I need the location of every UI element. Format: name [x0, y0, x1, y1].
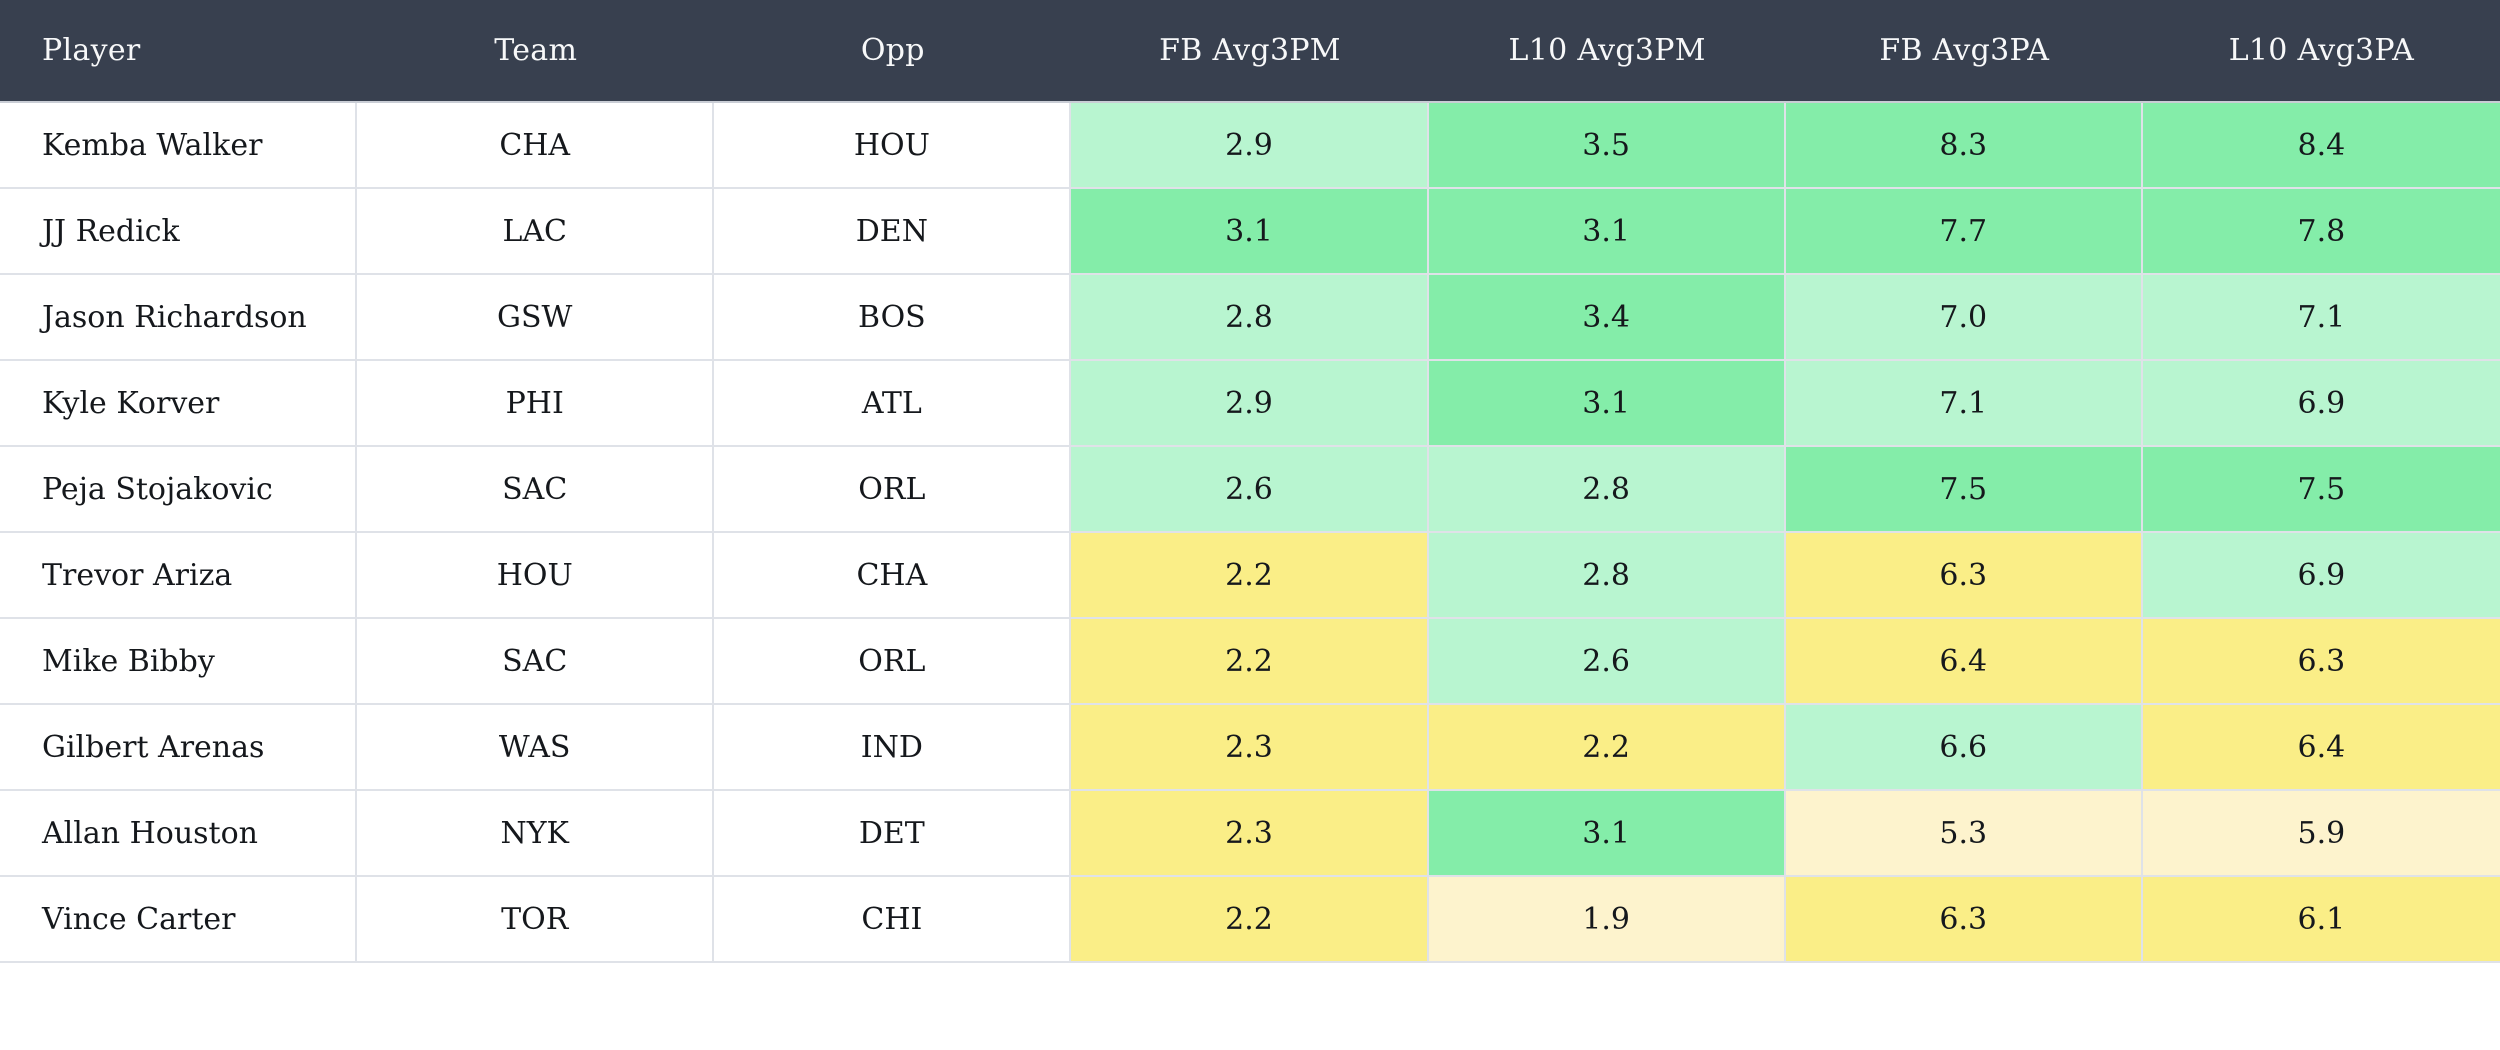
stat-cell-l10-avg3pa: 8.4: [2142, 103, 2500, 189]
player-cell: JJ Redick: [0, 189, 358, 275]
opp-cell: ORL: [714, 447, 1072, 533]
stat-cell-fb-avg3pa: 6.3: [1785, 877, 2143, 963]
team-cell: NYK: [357, 791, 715, 877]
stat-cell-fb-avg3pm: 2.2: [1071, 619, 1429, 705]
table-row: Vince Carter TOR CHI 2.2 1.9 6.3 6.1: [0, 877, 2500, 963]
stat-cell-l10-avg3pm: 3.1: [1428, 361, 1786, 447]
stat-cell-fb-avg3pm: 2.6: [1071, 447, 1429, 533]
opp-cell: CHI: [714, 877, 1072, 963]
opp-cell: ATL: [714, 361, 1072, 447]
stat-cell-fb-avg3pm: 2.2: [1071, 533, 1429, 619]
stat-cell-l10-avg3pa: 6.9: [2142, 533, 2500, 619]
team-cell: SAC: [357, 447, 715, 533]
column-header-l10-avg3pm[interactable]: L10 Avg3PM: [1508, 33, 1706, 68]
player-cell: Peja Stojakovic: [0, 447, 358, 533]
table-body: Kemba Walker CHA HOU 2.9 3.5 8.3 8.4 JJ Redick L…: [0, 103, 2500, 963]
opp-cell: ORL: [714, 619, 1072, 705]
stat-cell-l10-avg3pa: 5.9: [2142, 791, 2500, 877]
table-row: Jason Richardson GSW BOS 2.8 3.4 7.0 7.1: [0, 275, 2500, 361]
table-row: Trevor Ariza HOU CHA 2.2 2.8 6.3 6.9: [0, 533, 2500, 619]
stat-cell-fb-avg3pm: 3.1: [1071, 189, 1429, 275]
table-row: Gilbert Arenas WAS IND 2.3 2.2 6.6 6.4: [0, 705, 2500, 791]
stat-cell-fb-avg3pm: 2.3: [1071, 791, 1429, 877]
opp-cell: HOU: [714, 103, 1072, 189]
player-stats-table: Player Team Opp FB Avg3PM L10 Avg3PM FB Avg3P…: [0, 0, 2500, 963]
stat-cell-l10-avg3pm: 3.1: [1428, 189, 1786, 275]
stat-cell-fb-avg3pm: 2.3: [1071, 705, 1429, 791]
player-cell: Trevor Ariza: [0, 533, 358, 619]
stat-cell-l10-avg3pa: 7.5: [2142, 447, 2500, 533]
stat-cell-fb-avg3pm: 2.8: [1071, 275, 1429, 361]
stat-cell-l10-avg3pa: 7.8: [2142, 189, 2500, 275]
team-cell: TOR: [357, 877, 715, 963]
stat-cell-fb-avg3pa: 8.3: [1785, 103, 2143, 189]
player-cell: Allan Houston: [0, 791, 358, 877]
opp-cell: BOS: [714, 275, 1072, 361]
stat-cell-fb-avg3pa: 7.5: [1785, 447, 2143, 533]
column-header-opp[interactable]: Opp: [860, 33, 925, 68]
table-row: Peja Stojakovic SAC ORL 2.6 2.8 7.5 7.5: [0, 447, 2500, 533]
opp-cell: DEN: [714, 189, 1072, 275]
stat-cell-fb-avg3pa: 6.6: [1785, 705, 2143, 791]
stat-cell-l10-avg3pm: 2.8: [1428, 447, 1786, 533]
team-cell: LAC: [357, 189, 715, 275]
column-header-player[interactable]: Player: [42, 33, 141, 68]
column-header-team[interactable]: Team: [494, 33, 578, 68]
table-header: Player Team Opp FB Avg3PM L10 Avg3PM FB Avg3P…: [0, 0, 2500, 103]
stat-cell-l10-avg3pm: 1.9: [1428, 877, 1786, 963]
player-cell: Kemba Walker: [0, 103, 358, 189]
stat-cell-fb-avg3pm: 2.9: [1071, 103, 1429, 189]
stat-cell-l10-avg3pa: 6.4: [2142, 705, 2500, 791]
table-row: JJ Redick LAC DEN 3.1 3.1 7.7 7.8: [0, 189, 2500, 275]
player-cell: Jason Richardson: [0, 275, 358, 361]
stat-cell-l10-avg3pm: 3.4: [1428, 275, 1786, 361]
team-cell: WAS: [357, 705, 715, 791]
stat-cell-fb-avg3pm: 2.2: [1071, 877, 1429, 963]
opp-cell: CHA: [714, 533, 1072, 619]
stat-cell-l10-avg3pa: 6.3: [2142, 619, 2500, 705]
team-cell: PHI: [357, 361, 715, 447]
stat-cell-fb-avg3pm: 2.9: [1071, 361, 1429, 447]
table-row: Mike Bibby SAC ORL 2.2 2.6 6.4 6.3: [0, 619, 2500, 705]
stat-cell-l10-avg3pa: 6.9: [2142, 361, 2500, 447]
stat-cell-fb-avg3pa: 6.3: [1785, 533, 2143, 619]
stat-cell-l10-avg3pm: 3.5: [1428, 103, 1786, 189]
table-row: Kemba Walker CHA HOU 2.9 3.5 8.3 8.4: [0, 103, 2500, 189]
table-row: Allan Houston NYK DET 2.3 3.1 5.3 5.9: [0, 791, 2500, 877]
stat-cell-l10-avg3pa: 7.1: [2142, 275, 2500, 361]
table-row: Kyle Korver PHI ATL 2.9 3.1 7.1 6.9: [0, 361, 2500, 447]
stat-cell-l10-avg3pm: 3.1: [1428, 791, 1786, 877]
stat-cell-l10-avg3pm: 2.8: [1428, 533, 1786, 619]
player-cell: Gilbert Arenas: [0, 705, 358, 791]
stat-cell-fb-avg3pa: 7.7: [1785, 189, 2143, 275]
stat-cell-fb-avg3pa: 7.1: [1785, 361, 2143, 447]
opp-cell: DET: [714, 791, 1072, 877]
team-cell: GSW: [357, 275, 715, 361]
team-cell: SAC: [357, 619, 715, 705]
stat-cell-fb-avg3pa: 5.3: [1785, 791, 2143, 877]
stat-cell-l10-avg3pm: 2.6: [1428, 619, 1786, 705]
player-cell: Mike Bibby: [0, 619, 358, 705]
stat-cell-fb-avg3pa: 7.0: [1785, 275, 2143, 361]
column-header-l10-avg3pa[interactable]: L10 Avg3PA: [2228, 33, 2415, 68]
stat-cell-l10-avg3pa: 6.1: [2142, 877, 2500, 963]
team-cell: HOU: [357, 533, 715, 619]
stat-cell-l10-avg3pm: 2.2: [1428, 705, 1786, 791]
column-header-fb-avg3pa[interactable]: FB Avg3PA: [1879, 33, 2050, 68]
column-header-fb-avg3pm[interactable]: FB Avg3PM: [1159, 33, 1341, 68]
opp-cell: IND: [714, 705, 1072, 791]
player-cell: Kyle Korver: [0, 361, 358, 447]
stat-cell-fb-avg3pa: 6.4: [1785, 619, 2143, 705]
team-cell: CHA: [357, 103, 715, 189]
player-cell: Vince Carter: [0, 877, 358, 963]
